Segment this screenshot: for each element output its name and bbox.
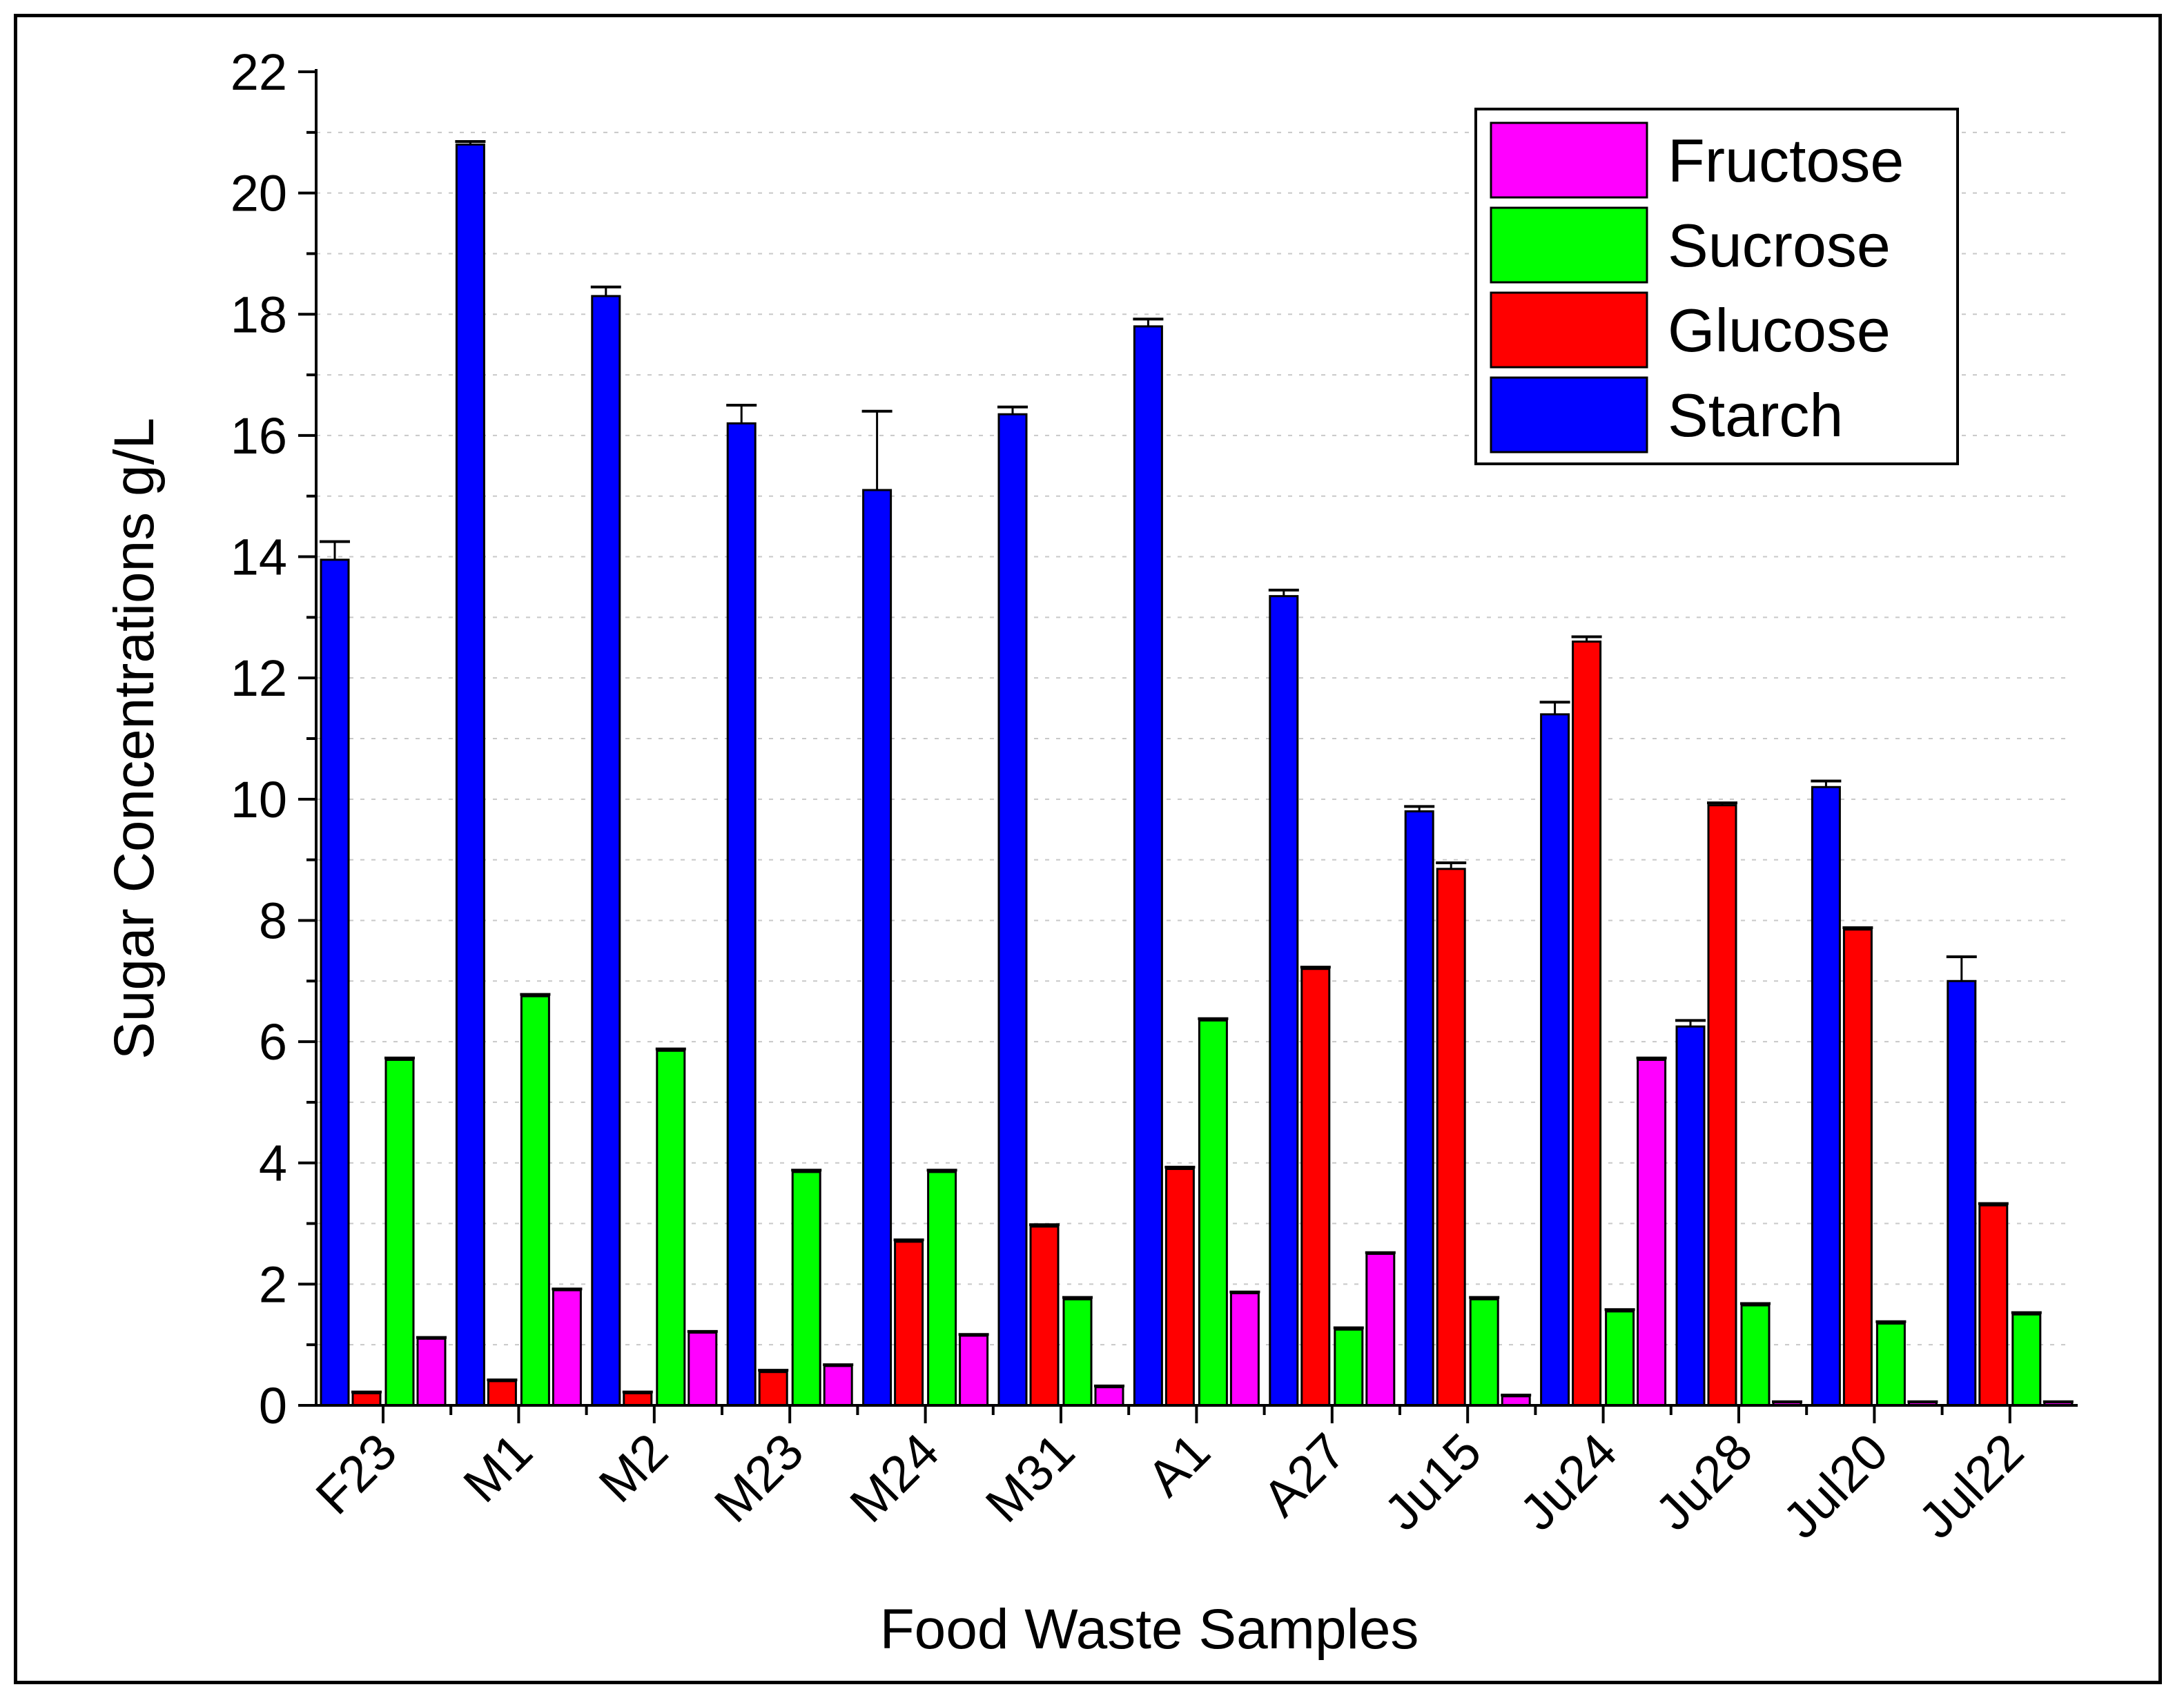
x-tick-label-jul20: Jul20 (1772, 1423, 1899, 1550)
bar-sucrose-ju24 (1605, 1310, 1635, 1407)
bar-sucrose-m23 (791, 1171, 821, 1407)
x-tick-label-ju28: Ju28 (1644, 1423, 1763, 1541)
bar-starch-m31 (997, 413, 1028, 1407)
bar-sucrose-m2 (656, 1049, 686, 1407)
y-tick-label: 4 (259, 1135, 287, 1192)
bar-starch-a1 (1133, 325, 1163, 1407)
bar-sucrose-ju15 (1469, 1298, 1499, 1407)
x-tick-label-m23: M23 (703, 1423, 814, 1533)
bar-starch-ju24 (1540, 713, 1570, 1407)
y-tick-label: 8 (259, 892, 287, 949)
bar-fructose-m2 (688, 1332, 718, 1407)
y-axis-title: Sugar Concentrations g/L (103, 418, 166, 1060)
bar-fructose-m23 (823, 1365, 853, 1407)
bar-fructose-m1 (552, 1289, 582, 1407)
bar-glucose-m24 (894, 1240, 924, 1407)
x-tick-label-ju15: Ju15 (1373, 1423, 1492, 1541)
x-tick-label-m2: M2 (588, 1423, 679, 1513)
legend-label-fructose: Fructose (1668, 126, 1904, 195)
bar-starch-f23 (320, 558, 350, 1407)
bar-sucrose-a1 (1198, 1019, 1228, 1407)
x-tick-label-jul22: Jul22 (1907, 1423, 2034, 1550)
x-tick-label-m24: M24 (839, 1423, 949, 1533)
bar-glucose-m23 (758, 1371, 788, 1407)
bar-starch-m1 (455, 143, 485, 1407)
x-tick-label-a1: A1 (1136, 1423, 1221, 1508)
bar-starch-a27 (1269, 595, 1299, 1407)
bar-glucose-m1 (487, 1380, 517, 1407)
bar-sucrose-m1 (520, 995, 550, 1407)
bar-starch-ju28 (1675, 1025, 1706, 1407)
legend-swatch-fructose (1490, 121, 1648, 199)
bar-glucose-a1 (1164, 1168, 1195, 1407)
bar-glucose-a27 (1300, 968, 1331, 1407)
legend-swatch-starch (1490, 376, 1648, 453)
bar-fructose-ju24 (1637, 1058, 1667, 1407)
y-tick-label: 10 (231, 771, 287, 828)
y-tick-label: 22 (231, 43, 287, 101)
bar-sucrose-jul20 (1875, 1322, 1906, 1407)
bar-starch-jul22 (1947, 979, 1977, 1407)
y-tick-label: 20 (231, 165, 287, 222)
bar-starch-m23 (726, 422, 757, 1407)
legend-label-starch: Starch (1668, 381, 1843, 449)
x-tick-label-a27: A27 (1251, 1423, 1356, 1528)
y-tick-label: 2 (259, 1256, 287, 1313)
bar-glucose-ju28 (1707, 804, 1737, 1407)
x-tick-label-f23: F23 (304, 1423, 407, 1525)
bar-glucose-ju24 (1572, 640, 1602, 1407)
y-tick-label: 6 (259, 1013, 287, 1071)
x-axis-title: Food Waste Samples (880, 1598, 1419, 1661)
legend-label-sucrose: Sucrose (1668, 211, 1891, 280)
y-tick-label: 14 (231, 529, 287, 586)
bar-sucrose-m31 (1062, 1298, 1093, 1407)
bar-glucose-jul22 (1978, 1204, 2009, 1407)
bar-fructose-a1 (1229, 1292, 1260, 1407)
bar-glucose-m31 (1029, 1225, 1060, 1407)
bar-starch-jul20 (1811, 786, 1841, 1407)
bar-fructose-m24 (959, 1334, 989, 1407)
bar-sucrose-jul22 (2011, 1313, 2042, 1407)
bar-starch-ju15 (1404, 810, 1434, 1407)
legend-swatch-glucose (1490, 291, 1648, 369)
bar-sucrose-a27 (1334, 1328, 1364, 1407)
x-tick-label-m31: M31 (975, 1423, 1085, 1533)
bar-glucose-ju15 (1436, 868, 1466, 1407)
legend-swatch-sucrose (1490, 206, 1648, 284)
bar-starch-m2 (591, 295, 621, 1407)
bar-fructose-a27 (1365, 1252, 1396, 1407)
y-tick-label: 18 (231, 286, 287, 343)
bar-fructose-m31 (1094, 1386, 1124, 1407)
bar-fructose-f23 (416, 1337, 447, 1407)
bar-sucrose-ju28 (1740, 1304, 1771, 1407)
legend-label-glucose: Glucose (1668, 296, 1891, 364)
bar-starch-m24 (862, 489, 893, 1407)
bar-glucose-jul20 (1842, 928, 1873, 1407)
bar-sucrose-m24 (927, 1171, 957, 1407)
bar-glucose-f23 (351, 1392, 382, 1407)
y-tick-label: 0 (259, 1377, 287, 1434)
y-tick-label: 16 (231, 407, 287, 465)
bar-sucrose-f23 (384, 1058, 415, 1407)
bar-glucose-m2 (623, 1392, 653, 1407)
x-tick-label-m1: M1 (452, 1423, 543, 1513)
y-tick-label: 12 (231, 650, 287, 707)
x-tick-label-ju24: Ju24 (1509, 1423, 1628, 1541)
